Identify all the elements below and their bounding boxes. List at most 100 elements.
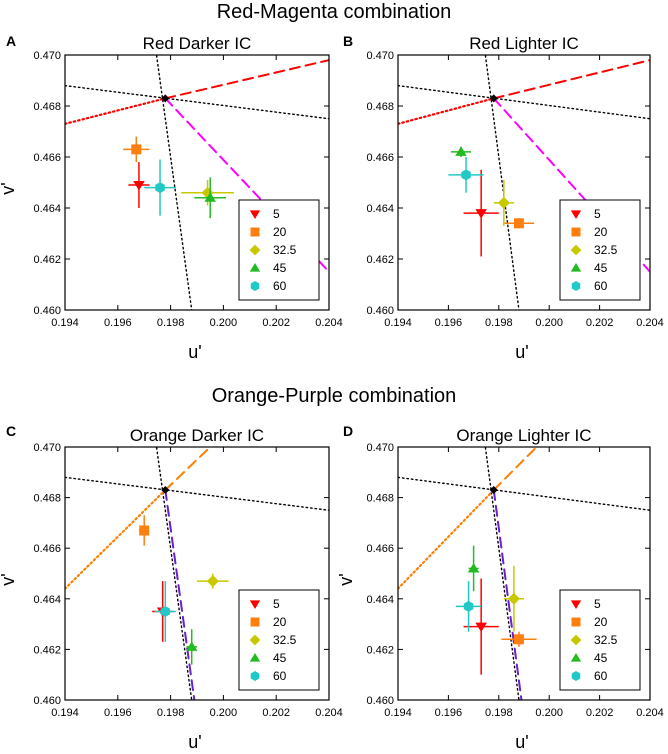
marker-hexagon <box>160 605 171 617</box>
y-tick-label: 0.460 <box>366 695 394 707</box>
data-point-20 <box>503 218 535 229</box>
marker-triangle-up <box>204 192 216 202</box>
legend-marker <box>250 617 260 627</box>
reference-line-4 <box>492 489 523 700</box>
legend-marker <box>571 671 581 681</box>
x-tick-label: 0.198 <box>485 707 513 719</box>
panel-title: Red Lighter IC <box>469 34 579 53</box>
legend-label: 60 <box>273 669 287 683</box>
legend-entry-20: 20 <box>571 615 608 629</box>
x-axis-label: u' <box>515 342 528 362</box>
reference-line-1 <box>398 84 650 120</box>
reference-line-3 <box>492 447 539 492</box>
x-axis-label: u' <box>188 732 201 752</box>
x-tick-label: 0.204 <box>636 707 664 719</box>
legend-entry-20: 20 <box>250 615 287 629</box>
data-point-20 <box>123 136 150 163</box>
legend: 5 20 32.5 45 60 <box>238 199 320 301</box>
legend-marker <box>250 671 260 681</box>
legend-marker <box>571 617 581 627</box>
x-tick-label: 0.202 <box>586 707 614 719</box>
panel-title: Red Darker IC <box>143 34 252 53</box>
x-tick-label: 0.204 <box>636 317 664 329</box>
white-point-marker <box>161 94 170 103</box>
y-tick-label: 0.462 <box>366 254 394 266</box>
x-tick-label: 0.196 <box>435 707 463 719</box>
legend-entry-60: 60 <box>571 279 608 293</box>
x-tick-label: 0.194 <box>384 707 412 719</box>
panel-letter: C <box>6 423 16 439</box>
y-tick-label: 0.466 <box>366 152 394 164</box>
y-tick-label: 0.468 <box>366 493 394 505</box>
data-point-5 <box>463 578 499 675</box>
marker-hexagon <box>461 169 471 181</box>
legend-marker <box>249 263 261 272</box>
x-tick-label: 0.196 <box>104 707 132 719</box>
legend-entry-5: 5 <box>570 207 601 221</box>
x-tick-label: 0.200 <box>535 317 563 329</box>
x-tick-label: 0.198 <box>485 317 513 329</box>
marker-triangle-up <box>467 562 480 573</box>
y-tick-label: 0.464 <box>366 203 394 215</box>
marker-hexagon <box>155 182 165 194</box>
legend-marker <box>250 281 260 291</box>
marker-triangle-up <box>185 641 198 651</box>
panel-letter: A <box>6 33 16 49</box>
legend-label: 20 <box>594 225 608 239</box>
section-title-orange-purple: Orange-Purple combination <box>212 385 457 407</box>
y-tick-label: 0.462 <box>33 644 61 656</box>
legend-label: 5 <box>594 207 601 221</box>
data-point-20 <box>138 515 150 546</box>
marker-triangle-down <box>475 622 487 633</box>
y-tick-label: 0.466 <box>33 543 61 555</box>
reference-line-3 <box>492 59 650 100</box>
legend-marker <box>570 210 582 219</box>
white-point-marker <box>489 486 498 495</box>
legend-marker <box>570 653 582 662</box>
data-point-45 <box>185 629 198 665</box>
legend-entry-20: 20 <box>250 225 287 239</box>
legend-entry-60: 60 <box>250 669 287 683</box>
y-tick-label: 0.460 <box>33 695 61 707</box>
data-point-5 <box>128 162 150 208</box>
legend-marker <box>249 210 261 219</box>
data-point-60 <box>154 581 176 642</box>
reference-line-3 <box>164 59 329 100</box>
legend-entry-5: 5 <box>249 597 280 611</box>
data-point-45 <box>450 146 472 157</box>
legend-label: 20 <box>594 615 608 629</box>
y-tick-label: 0.464 <box>366 594 394 606</box>
legend-marker <box>249 653 261 662</box>
reference-lines <box>398 447 650 700</box>
panel-title: Orange Lighter IC <box>456 426 591 445</box>
y-tick-label: 0.470 <box>33 442 61 454</box>
x-tick-label: 0.196 <box>104 317 132 329</box>
reference-line-0 <box>484 447 520 700</box>
legend-label: 60 <box>594 669 608 683</box>
panel-letter: D <box>343 423 353 439</box>
reference-line-0 <box>155 447 193 700</box>
y-axis-label: v' <box>0 182 18 194</box>
legend-entry-60: 60 <box>250 279 287 293</box>
y-tick-label: 0.470 <box>366 50 394 62</box>
x-axis-label: u' <box>188 342 201 362</box>
panel-title: Orange Darker IC <box>130 426 264 445</box>
plot-frame <box>397 54 651 311</box>
data-point-60 <box>144 159 176 216</box>
legend-entry-45: 45 <box>249 651 287 665</box>
data-point-5 <box>463 169 499 257</box>
marker-triangle-up <box>455 146 467 156</box>
legend-marker <box>250 227 260 237</box>
legend-entry-45: 45 <box>570 261 608 275</box>
panel-b: B Red Lighter IC 0.194 0.196 0.198 0.200 0.202… <box>343 33 664 362</box>
reference-line-0 <box>155 55 193 310</box>
x-tick-label: 0.196 <box>435 317 463 329</box>
legend-marker <box>570 634 582 646</box>
white-point-marker <box>161 486 170 495</box>
reference-line-0 <box>484 55 520 310</box>
reference-line-4 <box>164 489 196 700</box>
legend-label: 32.5 <box>594 633 618 647</box>
data-point-60 <box>448 157 484 193</box>
legend-label: 32.5 <box>273 243 297 257</box>
legend-entry-45: 45 <box>249 261 287 275</box>
